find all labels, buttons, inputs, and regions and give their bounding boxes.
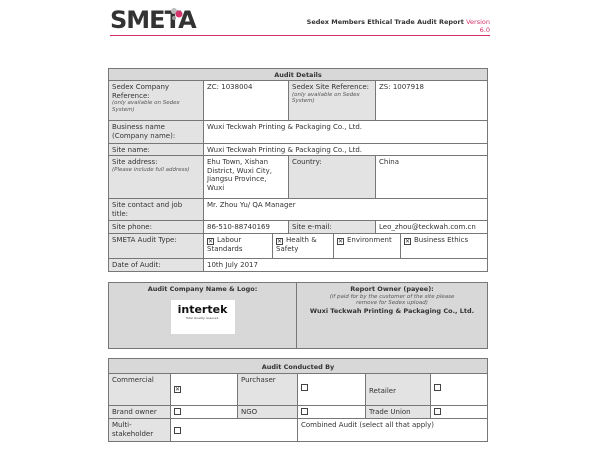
smeta-dots-icon — [170, 6, 183, 20]
report-owner-cell: Report Owner (payee): (if paid for by th… — [296, 282, 488, 349]
checkbox-empty-icon — [301, 384, 308, 391]
report-title: Sedex Members Ethical Trade Audit Report… — [300, 18, 490, 34]
conducted-by-title: Audit Conducted By — [108, 358, 488, 374]
company-ref-label: Sedex Company Reference: (only available … — [108, 80, 204, 121]
checkbox-checked-icon: ✕ — [337, 238, 344, 245]
checkbox-empty-icon — [434, 384, 441, 391]
audit-type-label: SMETA Audit Type: — [108, 233, 204, 259]
audit-company-title: Audit Company Name & Logo: — [147, 285, 258, 293]
site-address-value: Ehu Town, Xishan District, Wuxi City, Ji… — [203, 155, 289, 199]
combined-audit-label: Combined Audit (select all that apply) — [297, 418, 488, 442]
audit-type-labour[interactable]: ✕ Labour Standards — [203, 233, 273, 259]
smeta-logo: SMETA — [110, 6, 197, 34]
brand-owner-checkbox[interactable] — [170, 405, 238, 419]
checkbox-checked-icon: ✕ — [174, 386, 181, 393]
multi-stakeholder-label: Multi-stakeholder — [108, 418, 171, 442]
ngo-checkbox[interactable] — [297, 405, 366, 419]
checkbox-checked-icon: ✕ — [276, 238, 283, 245]
contact-value: Mr. Zhou Yu/ QA Manager — [203, 198, 488, 221]
version-label: Version 6.0 — [466, 18, 490, 34]
intertek-logo: intertek Total Quality. Assured. — [170, 299, 235, 334]
owner-name: Wuxi Teckwah Printing & Packaging Co., L… — [309, 306, 475, 315]
checkbox-checked-icon: ✕ — [207, 238, 214, 245]
trade-union-checkbox[interactable] — [430, 405, 488, 419]
retailer-checkbox[interactable] — [430, 373, 488, 406]
brand-owner-label: Brand owner — [108, 405, 171, 419]
header-divider — [110, 35, 490, 36]
site-ref-value: ZS: 1007918 — [375, 80, 488, 121]
owner-note: (if paid for by the customer of the site… — [329, 293, 455, 307]
audit-type-environment[interactable]: ✕ Environment — [333, 233, 401, 259]
email-label: Site e-mail: — [288, 220, 376, 234]
smeta-logo-text: SMETA — [110, 6, 197, 34]
report-title-text: Sedex Members Ethical Trade Audit Report — [306, 18, 464, 26]
retailer-label: Retailer — [365, 373, 431, 406]
checkbox-checked-icon: ✕ — [404, 238, 411, 245]
trade-union-label: Trade Union — [365, 405, 431, 419]
commercial-checkbox[interactable]: ✕ — [170, 373, 238, 406]
checkbox-empty-icon — [434, 408, 441, 415]
country-value: China — [375, 155, 488, 199]
site-address-label: Site address: (Please include full addres… — [108, 155, 204, 199]
audit-type-health-safety[interactable]: ✕ Health & Safety — [272, 233, 334, 259]
business-name-value: Wuxi Teckwah Printing & Packaging Co., L… — [203, 120, 488, 144]
country-label: Country: — [288, 155, 376, 199]
contact-label: Site contact and job title: — [108, 198, 204, 221]
phone-value: 86-510-88740169 — [203, 220, 289, 234]
checkbox-empty-icon — [174, 408, 181, 415]
purchaser-checkbox[interactable] — [297, 373, 366, 406]
business-name-label: Business name (Company name): — [108, 120, 204, 144]
date-label: Date of Audit: — [108, 258, 204, 272]
audit-company-cell: Audit Company Name & Logo: intertek Tota… — [108, 282, 297, 349]
checkbox-empty-icon — [174, 427, 181, 434]
audit-type-business-ethics[interactable]: ✕ Business Ethics — [400, 233, 488, 259]
site-ref-label: Sedex Site Reference: (only available on … — [288, 80, 376, 121]
owner-title: Report Owner (payee): — [350, 285, 434, 293]
checkbox-empty-icon — [301, 408, 308, 415]
email-value: Leo_zhou@teckwah.com.cn — [375, 220, 488, 234]
company-ref-value: ZC: 1038004 — [203, 80, 289, 121]
multi-stakeholder-checkbox[interactable] — [170, 418, 298, 442]
purchaser-label: Purchaser — [237, 373, 298, 406]
phone-label: Site phone: — [108, 220, 204, 234]
ngo-label: NGO — [237, 405, 298, 419]
date-value: 10th July 2017 — [203, 258, 488, 272]
commercial-label: Commercial — [108, 373, 171, 406]
